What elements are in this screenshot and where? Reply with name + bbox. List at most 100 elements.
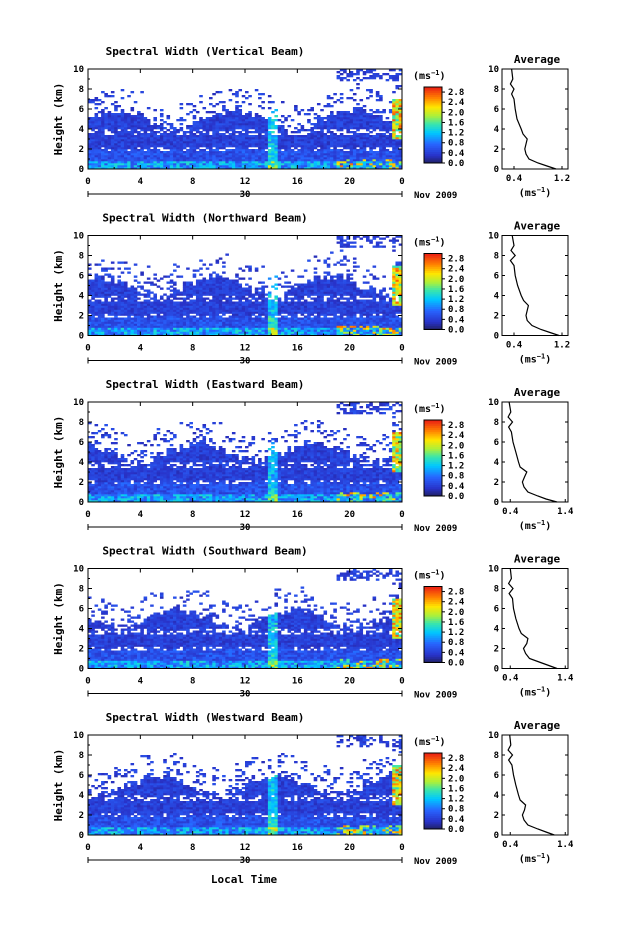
heatmap-cell [395, 161, 399, 163]
heatmap-cell [261, 294, 265, 296]
heatmap-cell [111, 115, 115, 117]
heatmap-cell [235, 135, 239, 137]
heatmap-cell [363, 292, 367, 294]
heatmap-cell [124, 121, 128, 123]
heatmap-cell [271, 147, 275, 149]
heatmap-cell [137, 155, 141, 157]
heatmap-cell [288, 312, 292, 314]
heatmap-cell [202, 326, 206, 328]
heatmap-cell [229, 157, 233, 159]
heatmap-cell [317, 332, 321, 334]
heatmap-cell [212, 125, 216, 127]
heatmap-cell [101, 115, 105, 117]
heatmap-cell [330, 141, 334, 143]
heatmap-cell [186, 155, 190, 157]
heatmap-cell [196, 125, 200, 127]
heatmap-cell [317, 280, 321, 282]
heatmap-cell [216, 260, 220, 262]
heatmap-cell [356, 308, 360, 310]
heatmap-cell [307, 137, 311, 139]
heatmap-cell [242, 119, 246, 121]
heatmap-cell [206, 139, 210, 141]
heatmap-cell [117, 159, 121, 161]
heatmap-cell [359, 133, 363, 135]
heatmap-cell [373, 145, 377, 147]
heatmap-cell [216, 147, 220, 149]
heatmap-cell [183, 141, 187, 143]
heatmap-cell [202, 151, 206, 153]
heatmap-cell [137, 135, 141, 137]
heatmap-cell [101, 137, 105, 139]
heatmap-cell [261, 121, 265, 123]
heatmap-cell [327, 308, 331, 310]
heatmap-cell [261, 310, 265, 312]
heatmap-cell [117, 165, 121, 167]
heatmap-cell [140, 312, 144, 314]
heatmap-cell [147, 165, 151, 167]
heatmap-cell [170, 306, 174, 308]
heatmap-cell [186, 326, 190, 328]
heatmap-cell [206, 161, 210, 163]
heatmap-cell [121, 288, 125, 290]
heatmap-cell [176, 312, 180, 314]
heatmap-cell [343, 314, 347, 316]
heatmap-cell [222, 278, 226, 280]
heatmap-cell [124, 304, 128, 306]
heatmap-cell [392, 127, 396, 129]
heatmap-cell [350, 246, 354, 248]
heatmap-cell [229, 111, 233, 113]
heatmap-cell [147, 324, 151, 326]
heatmap-cell [327, 103, 331, 105]
heatmap-cell [366, 308, 370, 310]
heatmap-cell [202, 306, 206, 308]
heatmap-cell [261, 93, 265, 95]
heatmap-cell [333, 101, 337, 103]
heatmap-cell [333, 117, 337, 119]
heatmap-cell [111, 328, 115, 330]
heatmap-cell [346, 157, 350, 159]
heatmap-cell [111, 131, 115, 133]
heatmap-cell [261, 139, 265, 141]
heatmap-cell [88, 312, 92, 314]
heatmap-cell [373, 165, 377, 167]
heatmap-cell [343, 161, 347, 163]
heatmap-cell [127, 298, 131, 300]
heatmap-cell [386, 137, 390, 139]
heatmap-cell [310, 141, 314, 143]
heatmap-cell [111, 324, 115, 326]
heatmap-cell [160, 151, 164, 153]
heatmap-cell [173, 294, 177, 296]
heatmap-cell [212, 302, 216, 304]
heatmap-cell [121, 330, 125, 332]
heatmap-cell [101, 268, 105, 270]
heatmap-cell [124, 127, 128, 129]
heatmap-cell [108, 139, 112, 141]
heatmap-cell [170, 320, 174, 322]
heatmap-cell [238, 310, 242, 312]
heatmap-cell [327, 272, 331, 274]
heatmap-cell [206, 326, 210, 328]
heatmap-cell [219, 324, 223, 326]
heatmap-cell [389, 77, 393, 79]
heatmap-cell [114, 318, 118, 320]
heatmap-cell [186, 131, 190, 133]
heatmap-cell [248, 268, 252, 270]
heatmap-cell [238, 316, 242, 318]
heatmap-cell [229, 282, 233, 284]
heatmap-cell [366, 151, 370, 153]
heatmap-cell [144, 121, 148, 123]
heatmap-cell [274, 312, 278, 314]
heatmap-cell [340, 312, 344, 314]
heatmap-cell [333, 304, 337, 306]
heatmap-cell [301, 284, 305, 286]
heatmap-cell [216, 322, 220, 324]
heatmap-cell [340, 326, 344, 328]
heatmap-cell [229, 139, 233, 141]
heatmap-cell [202, 155, 206, 157]
heatmap-cell [98, 282, 102, 284]
heatmap-cell [301, 308, 305, 310]
heatmap-cell [340, 127, 344, 129]
heatmap-cell [196, 121, 200, 123]
heatmap-cell [238, 153, 242, 155]
heatmap-cell [284, 316, 288, 318]
